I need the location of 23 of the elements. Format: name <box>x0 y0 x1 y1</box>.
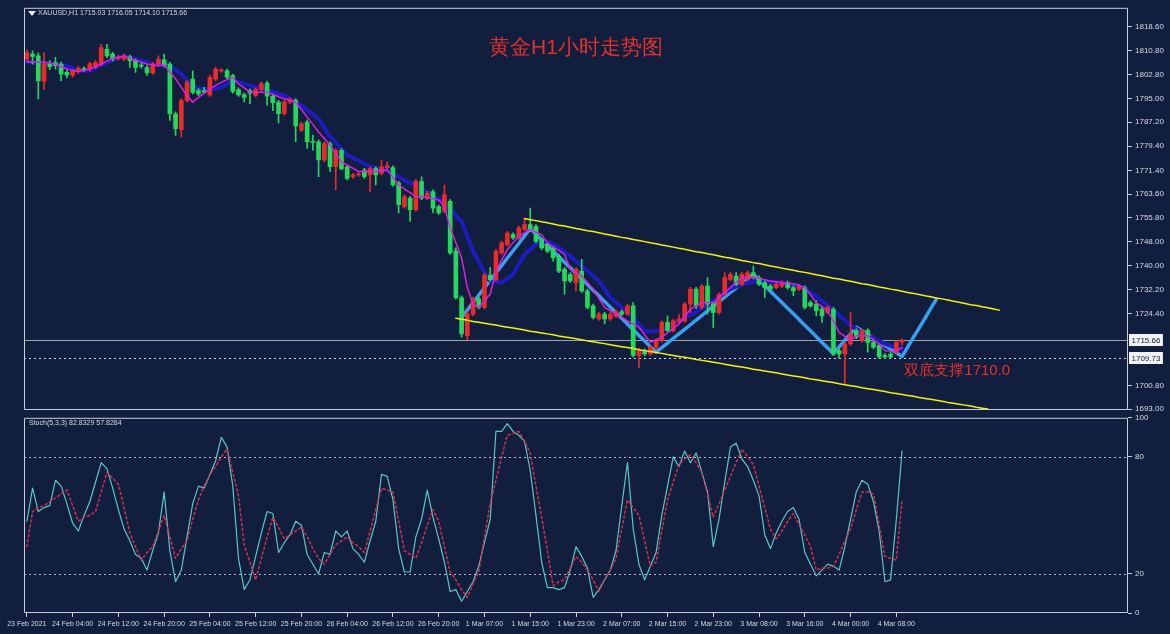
y-tick-label: 1771.40 <box>1135 165 1165 175</box>
y-tick-label: 100 <box>1135 413 1149 422</box>
text: 黄金H1小时走势图 <box>489 34 663 58</box>
y-tick-label: 20 <box>1135 569 1145 579</box>
y-tick-label: 1763.60 <box>1135 189 1165 199</box>
y-tick-label: 1693.00 <box>1135 404 1165 414</box>
ref-line-label: 1715.66 <box>1131 335 1161 345</box>
y-tick-label: 1810.80 <box>1135 45 1165 55</box>
y-tick-label: 1724.40 <box>1135 308 1165 318</box>
y-tick-label: 1787.20 <box>1135 117 1165 127</box>
y-tick-label: 1818.60 <box>1135 21 1165 31</box>
ref-line-label: 1709.73 <box>1131 353 1161 363</box>
y-tick-label: 1802.80 <box>1135 69 1165 79</box>
y-tick-label: 1748.00 <box>1135 236 1165 246</box>
y-tick-label: 80 <box>1135 452 1145 462</box>
y-tick-label: 1755.80 <box>1135 213 1165 223</box>
annotation: 双底支撑1710.0 <box>904 361 1011 379</box>
y-tick-label: 1779.40 <box>1135 141 1165 151</box>
y-tick-label: 1732.20 <box>1135 284 1165 294</box>
y-tick-label: 0 <box>1135 608 1140 618</box>
y-tick-label: 1795.00 <box>1135 93 1165 103</box>
y-tick-label: 1740.00 <box>1135 261 1165 271</box>
y-tick-label: 1700.80 <box>1135 380 1165 390</box>
